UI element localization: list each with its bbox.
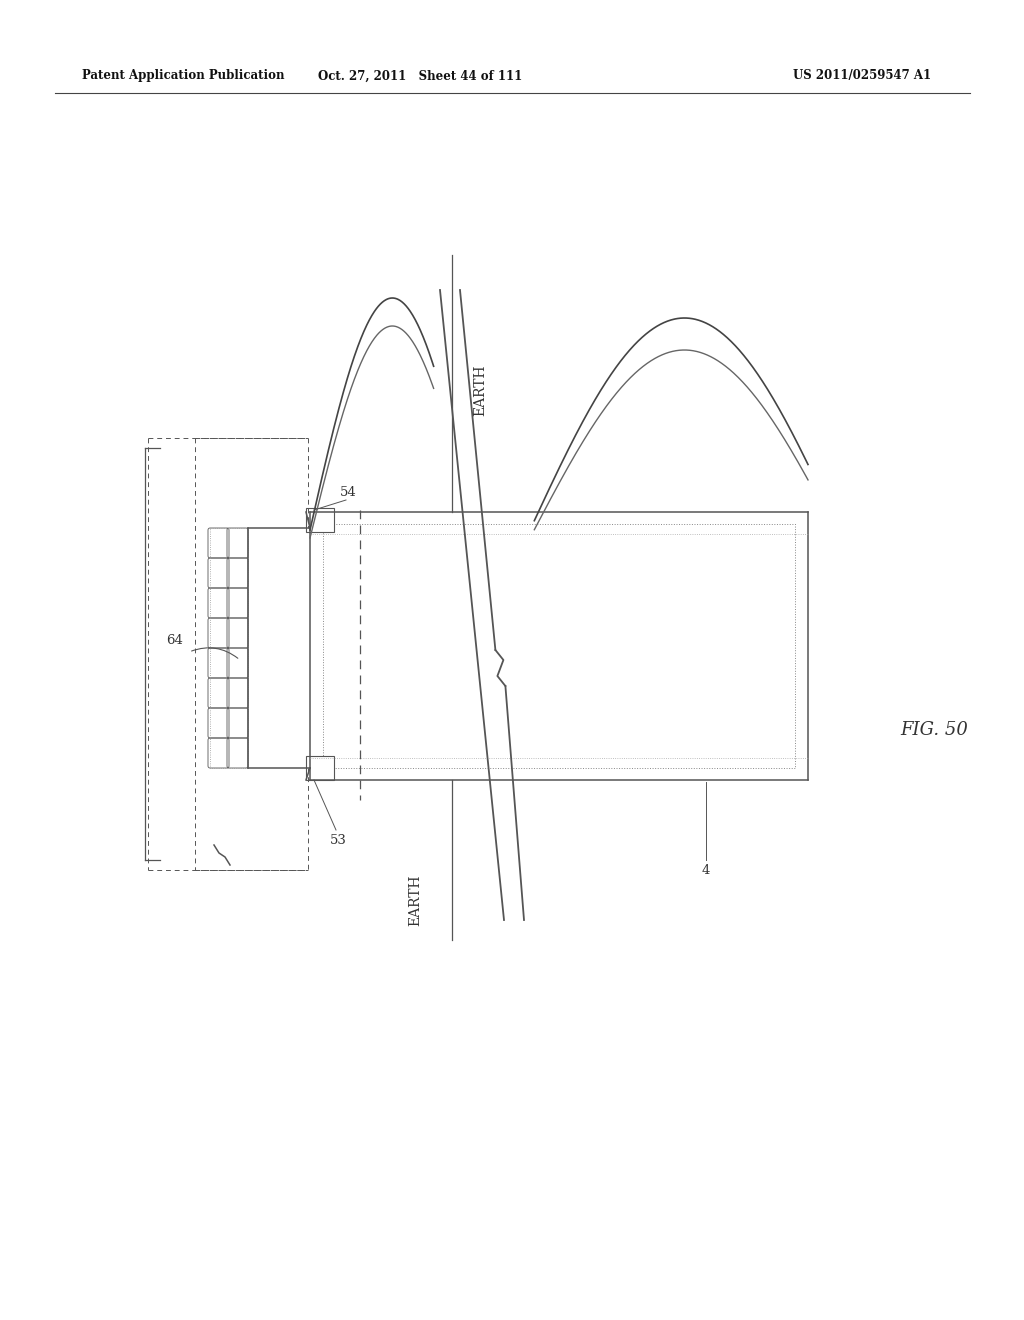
Text: EARTH: EARTH [408, 874, 422, 925]
Text: FIG. 50: FIG. 50 [900, 721, 968, 739]
Bar [210, 528, 248, 768]
Text: US 2011/0259547 A1: US 2011/0259547 A1 [793, 70, 931, 82]
Text: 54: 54 [340, 486, 356, 499]
Text: Oct. 27, 2011   Sheet 44 of 111: Oct. 27, 2011 Sheet 44 of 111 [317, 70, 522, 82]
Text: EARTH: EARTH [473, 364, 487, 416]
Text: Patent Application Publication: Patent Application Publication [82, 70, 285, 82]
Text: 4: 4 [701, 863, 711, 876]
Bar [306, 756, 334, 780]
Bar [306, 508, 334, 532]
Text: 53: 53 [330, 833, 346, 846]
Text: 64: 64 [167, 634, 183, 647]
Bar [323, 524, 795, 768]
